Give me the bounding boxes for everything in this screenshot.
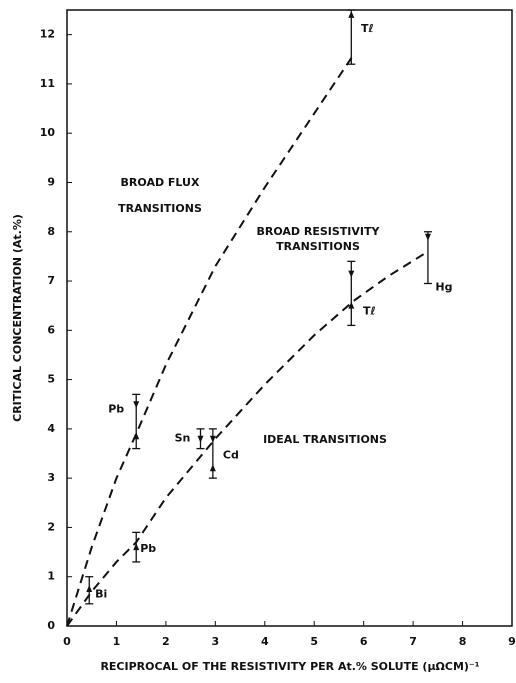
point-label: Tℓ [363, 304, 376, 317]
x-tick-label: 6 [360, 635, 368, 648]
x-tick-label: 9 [508, 635, 516, 648]
x-axis-label: RECIPROCAL OF THE RESISTIVITY PER At.% S… [100, 660, 479, 673]
x-tick-label: 0 [63, 635, 71, 648]
x-tick-label: 4 [261, 635, 269, 648]
point-label: Hg [435, 281, 452, 294]
y-tick-label: 11 [40, 77, 55, 90]
y-tick-label: 6 [47, 323, 55, 336]
region-label: TRANSITIONS [276, 240, 360, 253]
point-label: Pb [140, 542, 156, 555]
triangle-marker [86, 585, 93, 593]
triangle-marker [197, 435, 204, 443]
curve [66, 250, 429, 627]
y-tick-label: 9 [47, 175, 55, 188]
y-tick-label: 5 [47, 373, 55, 386]
y-tick-label: 3 [47, 471, 55, 484]
triangle-marker [133, 543, 140, 551]
x-tick-label: 2 [162, 635, 170, 648]
y-tick-label: 8 [47, 225, 55, 238]
x-tick-label: 3 [212, 635, 220, 648]
x-tick-label: 5 [310, 635, 318, 648]
triangle-marker [133, 401, 140, 409]
triangle-marker [209, 435, 216, 443]
region-label: BROAD RESISTIVITY [257, 225, 381, 238]
y-tick-label: 7 [47, 274, 55, 287]
triangle-marker [348, 10, 355, 18]
region-label: IDEAL TRANSITIONS [263, 433, 387, 446]
triangle-marker [348, 270, 355, 278]
x-tick-label: 8 [459, 635, 467, 648]
point-label: Tℓ [361, 22, 374, 35]
y-tick-label: 1 [47, 570, 55, 583]
point-label: Cd [223, 449, 239, 462]
point-label: Bi [95, 587, 107, 600]
triangle-marker [209, 464, 216, 472]
triangle-marker [424, 233, 431, 241]
point-label: Sn [175, 432, 191, 445]
triangle-marker [348, 301, 355, 309]
x-tick-label: 1 [113, 635, 121, 648]
y-tick-label: 4 [47, 422, 55, 435]
y-axis-label: CRITICAL CONCENTRATION (At.%) [11, 214, 24, 422]
x-tick-label: 7 [409, 635, 417, 648]
triangle-marker [133, 432, 140, 440]
y-tick-label: 12 [40, 28, 55, 41]
region-label: BROAD FLUX [121, 176, 200, 189]
y-tick-label: 2 [47, 520, 55, 533]
curve [66, 53, 355, 627]
y-tick-label: 0 [47, 619, 55, 632]
y-tick-label: 10 [40, 126, 56, 139]
region-label: TRANSITIONS [118, 202, 202, 215]
point-label: Pb [108, 402, 124, 415]
plot-frame [66, 9, 513, 627]
